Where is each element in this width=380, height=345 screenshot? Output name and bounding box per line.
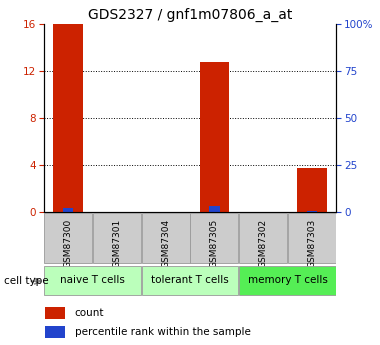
Text: GSM87300: GSM87300 (63, 218, 73, 268)
Text: GSM87305: GSM87305 (210, 218, 219, 268)
Bar (45, 326, 65, 338)
Text: GSM87301: GSM87301 (112, 218, 121, 268)
Bar (209, 206, 220, 212)
Bar (45, 307, 65, 319)
Text: naive T cells: naive T cells (60, 275, 125, 285)
Bar (239, 213, 287, 264)
Bar (44, 266, 141, 295)
Bar (200, 62, 229, 212)
Text: cell type: cell type (4, 276, 48, 286)
Bar (307, 211, 317, 212)
Bar (63, 208, 73, 212)
Text: percentile rank within the sample: percentile rank within the sample (75, 327, 251, 337)
Bar (142, 213, 190, 264)
Text: GSM87304: GSM87304 (161, 218, 170, 267)
Bar (93, 213, 141, 264)
Bar (44, 213, 92, 264)
Text: GSM87303: GSM87303 (307, 218, 317, 268)
Text: count: count (75, 308, 104, 318)
Text: GSM87302: GSM87302 (259, 218, 268, 267)
Text: tolerant T cells: tolerant T cells (151, 275, 229, 285)
Bar (239, 266, 336, 295)
Bar (297, 168, 326, 212)
Bar (190, 213, 238, 264)
Bar (54, 24, 83, 212)
Bar (142, 266, 238, 295)
Text: memory T cells: memory T cells (248, 275, 328, 285)
Title: GDS2327 / gnf1m07806_a_at: GDS2327 / gnf1m07806_a_at (88, 8, 292, 22)
Bar (288, 213, 336, 264)
